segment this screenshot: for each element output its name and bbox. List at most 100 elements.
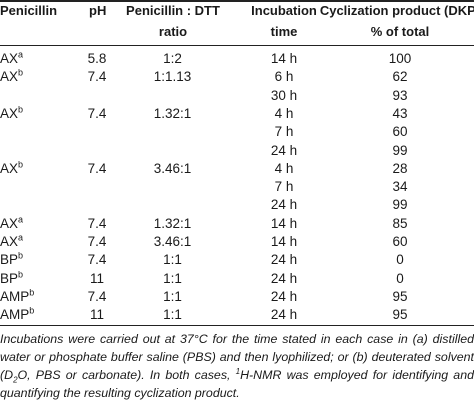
- cell-dkp-text: 85: [392, 215, 408, 231]
- cell-ph: 11: [82, 270, 112, 287]
- header-ph: pH: [89, 3, 107, 18]
- cell-ratio: 3.46:1: [125, 160, 220, 177]
- cell-penicillin: AXb: [0, 160, 23, 177]
- cell-penicillin-superscript: b: [18, 67, 24, 78]
- cell-time: 14 h: [249, 233, 319, 250]
- cell-time-text: 24 h: [270, 252, 298, 268]
- cell-time: 24 h: [249, 251, 319, 268]
- cell-ph-text: 7.4: [87, 234, 107, 249]
- cell-time: 30 h: [249, 87, 319, 104]
- cell-penicillin-superscript: a: [18, 49, 24, 60]
- cell-dkp: 43: [350, 105, 450, 122]
- cell-penicillin-text: AX: [0, 105, 19, 121]
- cell-time-text: 14 h: [270, 215, 298, 231]
- cell-time-text: 24 h: [270, 270, 298, 286]
- cell-penicillin: AMPb: [0, 288, 34, 305]
- cell-time-text: 24 h: [270, 288, 298, 304]
- cell-time: 4 h: [249, 160, 319, 177]
- cell-ratio: 1:1.13: [125, 68, 220, 85]
- header-ratio-line2: ratio: [158, 24, 188, 39]
- cell-ratio-text: 1:1: [163, 307, 182, 323]
- cell-time: 24 h: [249, 196, 319, 213]
- cell-penicillin: BPb: [0, 251, 23, 268]
- cell-ratio: 1.32:1: [125, 105, 220, 122]
- footnote-subscript: 2: [13, 375, 18, 385]
- cell-ph-text: 7.4: [87, 215, 107, 231]
- cell-dkp: 28: [350, 160, 450, 177]
- cell-ph-text: 5.8: [87, 51, 107, 66]
- header-time-line2: time: [270, 24, 298, 39]
- cell-ratio-text: 1:2: [163, 51, 182, 66]
- cell-dkp: 60: [350, 123, 450, 140]
- footnote-text-1: Incubations were carried out at 37°C for…: [0, 332, 474, 382]
- cell-penicillin-text: AX: [0, 234, 19, 249]
- cell-dkp-text: 100: [388, 51, 412, 66]
- cell-dkp: 99: [350, 196, 450, 213]
- cell-ratio-text: 3.46:1: [153, 234, 192, 249]
- cell-dkp-text: 43: [392, 105, 408, 121]
- cell-ph-text: 7.4: [87, 160, 107, 176]
- cell-ph-text: 11: [89, 307, 104, 323]
- cell-penicillin-superscript: b: [29, 305, 35, 316]
- cell-dkp: 34: [350, 178, 450, 195]
- cell-ph: 7.4: [82, 233, 112, 250]
- header-dkp-line2: % of total: [370, 24, 430, 39]
- cell-dkp: 99: [350, 142, 450, 159]
- cell-time-text: 6 h: [274, 69, 294, 85]
- cell-time: 4 h: [249, 105, 319, 122]
- footnote-superscript: 1: [235, 366, 241, 376]
- cell-dkp-text: 99: [392, 142, 408, 158]
- cell-ratio-text: 1.32:1: [153, 215, 192, 231]
- cell-dkp: 95: [350, 306, 450, 323]
- cell-penicillin-text: AMP: [0, 288, 30, 304]
- cell-ratio: 1:2: [125, 50, 220, 67]
- cell-penicillin-superscript: b: [18, 269, 24, 280]
- cell-dkp: 0: [350, 270, 450, 287]
- cell-ph-text: 7.4: [87, 252, 107, 268]
- cell-penicillin-superscript: a: [18, 232, 24, 243]
- cell-time-text: 14 h: [270, 51, 298, 66]
- cell-ph: 7.4: [82, 68, 112, 85]
- cell-time: 6 h: [249, 68, 319, 85]
- cell-penicillin: AXb: [0, 68, 23, 85]
- cell-time: 24 h: [249, 288, 319, 305]
- cell-ph: 11: [82, 306, 112, 323]
- cell-ph-text: 7.4: [87, 105, 107, 121]
- cell-penicillin: AMPb: [0, 306, 34, 323]
- cell-penicillin-superscript: b: [18, 250, 24, 261]
- cell-dkp-text: 93: [392, 87, 408, 103]
- cell-ph: 5.8: [82, 50, 112, 67]
- cell-ratio: 1.32:1: [125, 215, 220, 232]
- cell-ratio-text: 1:1.13: [153, 69, 192, 85]
- cell-time: 14 h: [249, 50, 319, 67]
- cell-penicillin: AXa: [0, 215, 23, 232]
- cell-dkp-text: 99: [392, 197, 408, 213]
- cell-penicillin-text: BP: [0, 270, 19, 286]
- cell-ratio: 1:1: [125, 288, 220, 305]
- cell-time-text: 24 h: [270, 307, 298, 323]
- cell-dkp: 0: [350, 251, 450, 268]
- cell-ratio: 1:1: [125, 251, 220, 268]
- cell-dkp-text: 0: [396, 252, 404, 268]
- table-top-rule: [0, 0, 474, 2]
- cell-penicillin-text: AX: [0, 69, 19, 85]
- cell-time-text: 30 h: [270, 87, 298, 103]
- cell-time: 24 h: [249, 306, 319, 323]
- cell-ph: 7.4: [82, 288, 112, 305]
- cell-ph-text: 11: [89, 270, 104, 286]
- cell-dkp-text: 95: [392, 307, 408, 323]
- cell-ph-text: 7.4: [87, 69, 107, 85]
- cell-dkp: 100: [350, 50, 450, 67]
- cell-ph: 7.4: [82, 105, 112, 122]
- cell-dkp: 93: [350, 87, 450, 104]
- cell-time-text: 4 h: [274, 105, 294, 121]
- table-header-rule: [0, 45, 474, 46]
- cell-ratio: 1:1: [125, 306, 220, 323]
- header-penicillin: Penicillin: [0, 3, 58, 18]
- cell-dkp-text: 60: [392, 124, 408, 140]
- cell-time-text: 4 h: [274, 160, 294, 176]
- header-dkp-line1: Cyclization product (DKP): [319, 3, 474, 18]
- cell-dkp-text: 62: [392, 69, 408, 85]
- cell-ratio: 3.46:1: [125, 233, 220, 250]
- cell-time-text: 24 h: [270, 197, 298, 213]
